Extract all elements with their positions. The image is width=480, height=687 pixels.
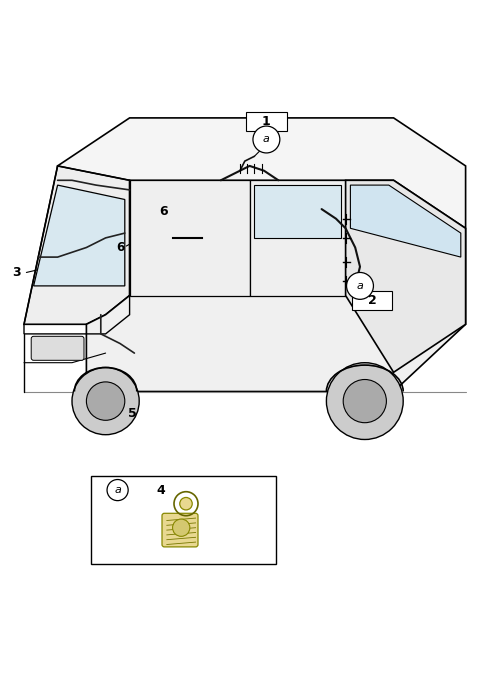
Text: a: a — [263, 135, 270, 144]
FancyBboxPatch shape — [91, 475, 276, 564]
Text: 5: 5 — [128, 407, 136, 420]
FancyBboxPatch shape — [352, 291, 392, 310]
Polygon shape — [24, 166, 130, 324]
FancyBboxPatch shape — [162, 513, 198, 547]
Text: a: a — [357, 281, 363, 291]
Circle shape — [107, 480, 128, 501]
FancyBboxPatch shape — [246, 112, 287, 131]
Circle shape — [173, 519, 190, 537]
FancyBboxPatch shape — [31, 337, 84, 360]
Text: 6: 6 — [116, 241, 124, 254]
Circle shape — [72, 368, 139, 435]
Polygon shape — [350, 185, 461, 257]
Circle shape — [180, 497, 192, 510]
Text: 1: 1 — [262, 115, 271, 128]
Circle shape — [326, 363, 403, 440]
Text: 6: 6 — [159, 205, 168, 218]
Polygon shape — [130, 180, 250, 295]
Circle shape — [343, 379, 386, 423]
Circle shape — [86, 382, 125, 420]
Text: 2: 2 — [368, 294, 376, 307]
Circle shape — [347, 273, 373, 300]
Polygon shape — [346, 180, 466, 372]
Polygon shape — [58, 118, 466, 228]
Text: 4: 4 — [156, 484, 165, 497]
Circle shape — [253, 126, 280, 153]
Polygon shape — [250, 180, 346, 295]
Polygon shape — [86, 228, 466, 392]
Text: 3: 3 — [12, 266, 21, 279]
Text: a: a — [114, 485, 121, 495]
Polygon shape — [34, 185, 125, 286]
Polygon shape — [254, 185, 341, 238]
